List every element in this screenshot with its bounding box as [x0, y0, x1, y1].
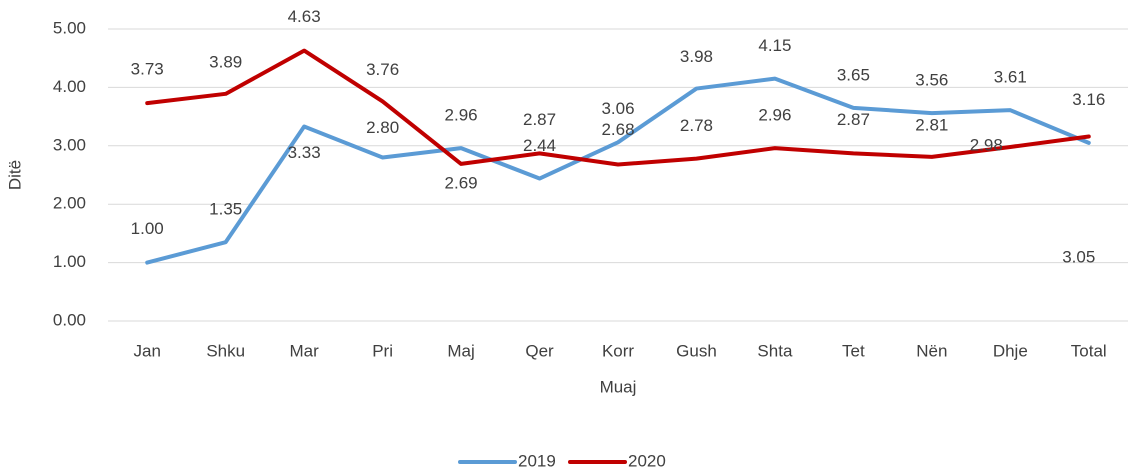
data-label: 2.98 [970, 135, 1003, 154]
x-tick-label: Shku [206, 341, 245, 360]
data-label: 2.68 [601, 120, 634, 139]
data-label: 3.33 [288, 143, 321, 162]
data-label: 2.78 [680, 116, 713, 135]
x-tick-label: Jan [134, 341, 161, 360]
legend-label: 2019 [518, 451, 556, 470]
x-tick-label: Nën [916, 341, 947, 360]
data-label: 2.69 [445, 173, 478, 192]
x-tick-label: Gush [676, 341, 717, 360]
data-label: 3.61 [994, 68, 1027, 87]
y-axis-title: Ditë [5, 160, 24, 190]
x-tick-label: Korr [602, 341, 634, 360]
data-label: 4.15 [758, 36, 791, 55]
x-tick-label: Pri [372, 341, 393, 360]
data-label: 2.80 [366, 118, 399, 137]
x-tick-label: Dhje [993, 341, 1028, 360]
y-tick-label: 0.00 [53, 310, 86, 329]
x-tick-label: Qer [525, 341, 554, 360]
y-tick-label: 5.00 [53, 18, 86, 37]
data-label: 1.35 [209, 200, 242, 219]
data-label: 3.16 [1072, 90, 1105, 109]
x-tick-label: Total [1071, 341, 1107, 360]
x-tick-label: Tet [842, 341, 865, 360]
y-tick-label: 2.00 [53, 194, 86, 213]
data-label: 1.00 [131, 219, 164, 238]
data-label: 2.44 [523, 136, 556, 155]
data-label: 3.73 [131, 60, 164, 79]
data-label: 3.05 [1062, 247, 1095, 266]
x-tick-label: Shta [757, 341, 793, 360]
data-label: 2.96 [445, 106, 478, 125]
data-label: 3.65 [837, 65, 870, 84]
y-tick-label: 1.00 [53, 252, 86, 271]
data-label: 3.76 [366, 60, 399, 79]
data-label: 3.56 [915, 71, 948, 90]
x-tick-label: Maj [447, 341, 474, 360]
data-label: 3.98 [680, 47, 713, 66]
data-label: 4.63 [288, 7, 321, 26]
y-tick-label: 4.00 [53, 77, 86, 96]
line-series [145, 76, 1091, 265]
data-label: 3.89 [209, 52, 242, 71]
data-label: 2.81 [915, 115, 948, 134]
data-label: 2.87 [837, 110, 870, 129]
x-axis-title: Muaj [600, 377, 637, 396]
x-tick-label: Mar [290, 341, 320, 360]
data-label: 2.87 [523, 110, 556, 129]
data-label: 3.06 [601, 99, 634, 118]
data-label: 2.96 [758, 106, 791, 125]
y-tick-label: 3.00 [53, 135, 86, 154]
legend-label: 2020 [628, 451, 666, 470]
line-series [145, 48, 1091, 167]
